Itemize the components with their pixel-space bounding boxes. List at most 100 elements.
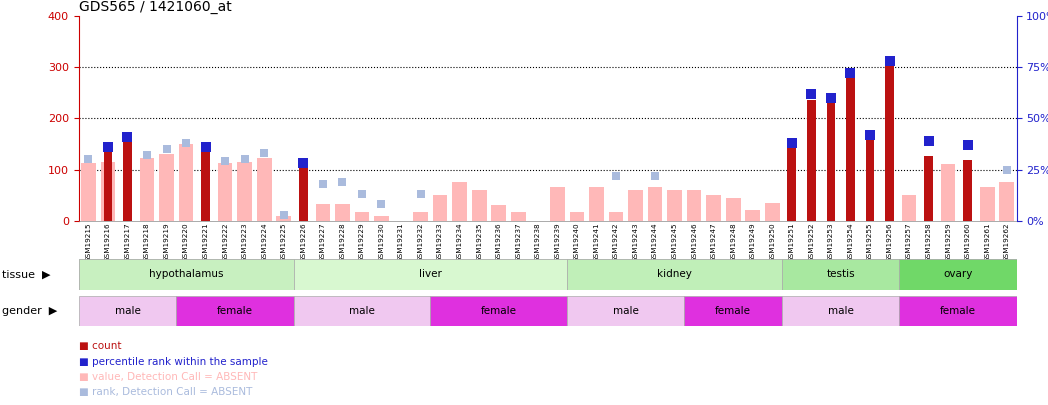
- Bar: [980, 188, 995, 221]
- Bar: [335, 204, 350, 221]
- Point: [647, 173, 663, 179]
- Point: [178, 140, 195, 146]
- Bar: [315, 204, 330, 221]
- Bar: [963, 160, 973, 221]
- Bar: [453, 182, 467, 221]
- Bar: [567, 296, 684, 326]
- Bar: [293, 259, 567, 290]
- Point: [217, 158, 234, 165]
- Text: GDS565 / 1421060_at: GDS565 / 1421060_at: [79, 0, 232, 14]
- Text: female: female: [715, 306, 751, 316]
- Text: male: male: [114, 306, 140, 316]
- Text: gender  ▶: gender ▶: [2, 306, 58, 316]
- Bar: [684, 296, 782, 326]
- Bar: [218, 163, 233, 221]
- Point: [294, 160, 311, 167]
- Point: [881, 58, 898, 64]
- Text: ■ value, Detection Call = ABSENT: ■ value, Detection Call = ABSENT: [79, 372, 257, 382]
- Point: [823, 95, 839, 101]
- Bar: [787, 145, 796, 221]
- Point: [138, 152, 155, 158]
- Bar: [139, 158, 154, 221]
- Point: [373, 201, 390, 208]
- Text: female: female: [481, 306, 517, 316]
- Bar: [782, 296, 899, 326]
- Text: male: male: [613, 306, 638, 316]
- Bar: [827, 100, 835, 221]
- Bar: [492, 205, 506, 221]
- Bar: [745, 211, 760, 221]
- Text: female: female: [217, 306, 253, 316]
- Bar: [79, 296, 176, 326]
- Bar: [567, 259, 782, 290]
- Bar: [179, 144, 194, 221]
- Bar: [706, 195, 721, 221]
- Text: liver: liver: [419, 269, 442, 279]
- Point: [861, 132, 878, 138]
- Point: [784, 140, 801, 146]
- Point: [197, 144, 214, 150]
- Point: [608, 173, 625, 179]
- Point: [959, 142, 976, 148]
- Text: ovary: ovary: [943, 269, 973, 279]
- Bar: [176, 296, 293, 326]
- Bar: [941, 164, 956, 221]
- Bar: [924, 156, 933, 221]
- Text: hypothalamus: hypothalamus: [149, 269, 223, 279]
- Point: [412, 191, 429, 197]
- Bar: [628, 190, 642, 221]
- Point: [119, 134, 136, 140]
- Text: ■ percentile rank within the sample: ■ percentile rank within the sample: [79, 357, 267, 367]
- Bar: [899, 296, 1017, 326]
- Text: ■ count: ■ count: [79, 341, 122, 351]
- Bar: [648, 188, 662, 221]
- Bar: [1000, 182, 1014, 221]
- Point: [256, 150, 272, 156]
- Bar: [511, 211, 526, 221]
- Point: [843, 70, 859, 77]
- Bar: [81, 163, 95, 221]
- Text: kidney: kidney: [657, 269, 692, 279]
- Bar: [846, 76, 855, 221]
- Bar: [354, 211, 369, 221]
- Point: [803, 91, 820, 97]
- Bar: [807, 100, 815, 221]
- Bar: [866, 137, 874, 221]
- Bar: [765, 203, 780, 221]
- Text: male: male: [349, 306, 375, 316]
- Bar: [374, 215, 389, 221]
- Bar: [901, 195, 916, 221]
- Bar: [472, 190, 486, 221]
- Point: [314, 181, 331, 187]
- Bar: [886, 65, 894, 221]
- Bar: [686, 190, 701, 221]
- Bar: [123, 139, 132, 221]
- Bar: [101, 162, 115, 221]
- Point: [920, 138, 937, 144]
- Point: [158, 146, 175, 152]
- Point: [100, 144, 116, 150]
- Bar: [550, 188, 565, 221]
- Bar: [433, 195, 447, 221]
- Text: male: male: [828, 306, 854, 316]
- Text: ■ rank, Detection Call = ABSENT: ■ rank, Detection Call = ABSENT: [79, 388, 252, 397]
- Bar: [159, 154, 174, 221]
- Bar: [569, 211, 584, 221]
- Bar: [277, 215, 291, 221]
- Bar: [782, 259, 899, 290]
- Point: [276, 211, 292, 218]
- Bar: [201, 152, 210, 221]
- Bar: [431, 296, 567, 326]
- Bar: [609, 211, 624, 221]
- Bar: [299, 166, 308, 221]
- Bar: [726, 198, 741, 221]
- Bar: [79, 259, 293, 290]
- Bar: [104, 152, 112, 221]
- Bar: [899, 259, 1017, 290]
- Text: testis: testis: [827, 269, 855, 279]
- Point: [334, 179, 351, 185]
- Bar: [589, 188, 604, 221]
- Text: female: female: [940, 306, 976, 316]
- Bar: [237, 162, 252, 221]
- Bar: [413, 211, 428, 221]
